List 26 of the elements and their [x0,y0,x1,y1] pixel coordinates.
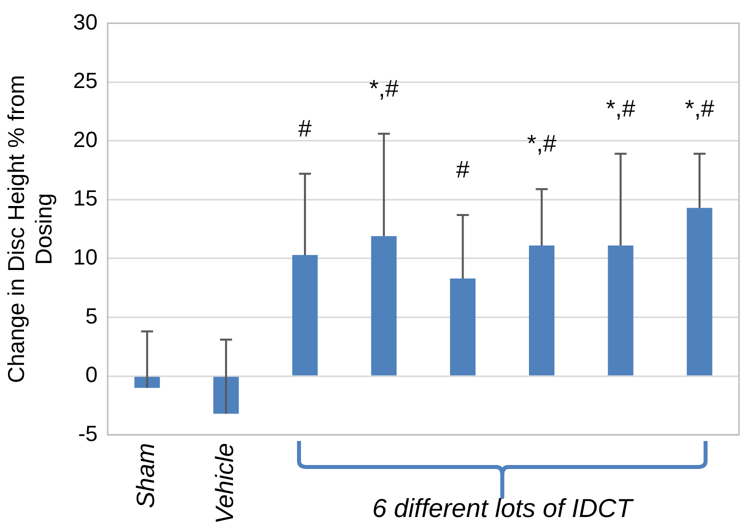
annotation: # [298,115,312,142]
y-tick-label: 20 [73,126,98,152]
annotation: *,# [369,75,400,102]
annotation: # [456,156,470,184]
bar [450,278,476,376]
y-tick-label: 30 [73,9,98,34]
bar [686,208,712,376]
y-tick-label: -5 [78,420,98,446]
bar [134,376,160,388]
y-tick-label: 5 [85,303,98,328]
y-tick-label: 25 [73,68,98,94]
y-tick-label: 15 [73,186,98,211]
y-tick-label: 10 [73,244,98,270]
text: 6 different lots of IDCT [372,492,632,524]
bar [371,236,397,376]
y-tick-label: 0 [85,362,98,388]
bar [528,246,554,376]
annotation: *,# [527,130,558,158]
x-tick-label: Vehicle [211,442,239,524]
bar [213,376,239,414]
y-axis-title: Change in Disc Height % from Dosing [3,75,57,384]
bar [292,254,318,376]
x-tick-label: Sham [132,442,160,508]
bar [608,246,634,376]
annotation: *,# [684,95,715,122]
annotation: *,# [606,95,636,122]
